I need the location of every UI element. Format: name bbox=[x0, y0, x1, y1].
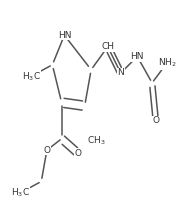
Text: HN: HN bbox=[131, 52, 144, 61]
Text: NH$_2$: NH$_2$ bbox=[158, 57, 176, 69]
Text: H$_3$C: H$_3$C bbox=[11, 187, 30, 199]
Text: H$_3$C: H$_3$C bbox=[22, 70, 41, 83]
Text: O: O bbox=[152, 116, 159, 125]
Text: O: O bbox=[43, 146, 50, 155]
Text: HN: HN bbox=[58, 31, 71, 40]
Text: N: N bbox=[117, 69, 124, 77]
Text: CH: CH bbox=[101, 42, 114, 51]
Text: CH$_3$: CH$_3$ bbox=[87, 134, 106, 147]
Text: O: O bbox=[75, 149, 82, 158]
